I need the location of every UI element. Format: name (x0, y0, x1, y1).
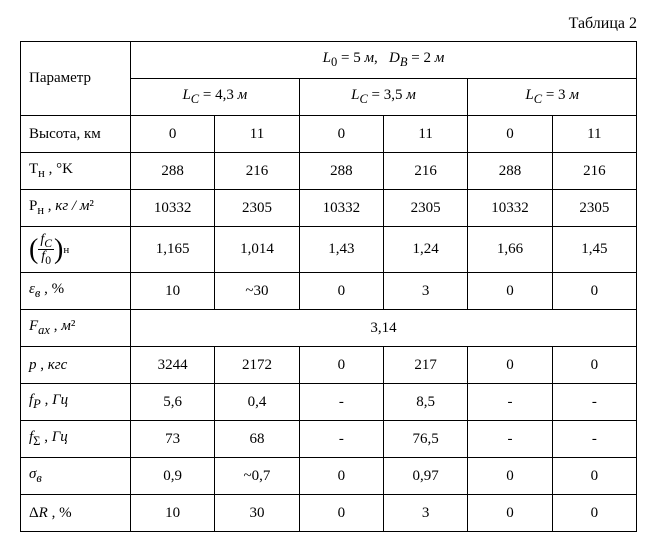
cell: - (552, 421, 636, 458)
cell: 5,6 (131, 384, 215, 421)
cell: 0 (468, 347, 552, 384)
cell-span: 3,14 (131, 310, 637, 347)
row-label: εв , % (21, 273, 131, 310)
cell: 0,97 (383, 458, 467, 495)
cell: 68 (215, 421, 299, 458)
cell: 3 (383, 495, 467, 532)
header-lc2: LC = 3,5 м (299, 79, 468, 116)
cell: - (299, 384, 383, 421)
row-label: Fах , м² (21, 310, 131, 347)
cell: 0 (552, 458, 636, 495)
cell: 216 (383, 153, 467, 190)
cell: 73 (131, 421, 215, 458)
cell: 0 (468, 495, 552, 532)
cell: 1,43 (299, 227, 383, 273)
cell: 288 (299, 153, 383, 190)
cell: 288 (468, 153, 552, 190)
cell: 11 (383, 116, 467, 153)
cell: 1,24 (383, 227, 467, 273)
cell: 11 (552, 116, 636, 153)
cell: 10332 (468, 190, 552, 227)
cell: 3 (383, 273, 467, 310)
row-label: fΣ , Гц (21, 421, 131, 458)
data-table: Параметр L0 = 5 м, DB = 2 м LC = 4,3 м L… (20, 41, 637, 532)
cell: 0 (468, 116, 552, 153)
row-label: Высота, км (21, 116, 131, 153)
cell: 0 (552, 273, 636, 310)
cell: 0 (468, 458, 552, 495)
cell: 10 (131, 495, 215, 532)
row-label: ΔR , % (21, 495, 131, 532)
cell: 1,014 (215, 227, 299, 273)
cell: 1,165 (131, 227, 215, 273)
cell: 216 (552, 153, 636, 190)
row-label: Pн , кг / м² (21, 190, 131, 227)
cell: 11 (215, 116, 299, 153)
cell: 3244 (131, 347, 215, 384)
cell: 1,45 (552, 227, 636, 273)
cell: 0 (299, 495, 383, 532)
cell: - (552, 384, 636, 421)
cell: ~0,7 (215, 458, 299, 495)
row-dr: ΔR , % 10 30 0 3 0 0 (21, 495, 637, 532)
cell: 2305 (383, 190, 467, 227)
cell: 0,4 (215, 384, 299, 421)
cell: 0 (299, 347, 383, 384)
cell: 0 (552, 347, 636, 384)
row-height: Высота, км 0 11 0 11 0 11 (21, 116, 637, 153)
cell: 1,66 (468, 227, 552, 273)
cell: 2172 (215, 347, 299, 384)
cell: 10332 (131, 190, 215, 227)
cell: 288 (131, 153, 215, 190)
cell: 216 (215, 153, 299, 190)
row-p: p , кгс 3244 2172 0 217 0 0 (21, 347, 637, 384)
cell: 30 (215, 495, 299, 532)
cell: ~30 (215, 273, 299, 310)
cell: 10 (131, 273, 215, 310)
cell: 0 (299, 273, 383, 310)
cell: - (299, 421, 383, 458)
row-pn: Pн , кг / м² 10332 2305 10332 2305 10332… (21, 190, 637, 227)
row-label: p , кгс (21, 347, 131, 384)
cell: 0 (299, 116, 383, 153)
header-param: Параметр (21, 42, 131, 116)
row-label: ( fCf0 )н (21, 227, 131, 273)
row-tn: Tн , °K 288 216 288 216 288 216 (21, 153, 637, 190)
row-label: Tн , °K (21, 153, 131, 190)
cell: 76,5 (383, 421, 467, 458)
table-caption: Таблица 2 (20, 15, 637, 33)
cell: - (468, 384, 552, 421)
header-lc3: LC = 3 м (468, 79, 637, 116)
cell: 0 (552, 495, 636, 532)
row-eps: εв , % 10 ~30 0 3 0 0 (21, 273, 637, 310)
row-fp: fP , Гц 5,6 0,4 - 8,5 - - (21, 384, 637, 421)
row-label: fP , Гц (21, 384, 131, 421)
cell: 0,9 (131, 458, 215, 495)
cell: 0 (299, 458, 383, 495)
row-sigma: σв 0,9 ~0,7 0 0,97 0 0 (21, 458, 637, 495)
row-fcf0: ( fCf0 )н 1,165 1,014 1,43 1,24 1,66 1,4… (21, 227, 637, 273)
row-label: σв (21, 458, 131, 495)
cell: 10332 (299, 190, 383, 227)
cell: 0 (131, 116, 215, 153)
header-lc1: LC = 4,3 м (131, 79, 300, 116)
cell: - (468, 421, 552, 458)
cell: 8,5 (383, 384, 467, 421)
row-fsigma: fΣ , Гц 73 68 - 76,5 - - (21, 421, 637, 458)
row-fax: Fах , м² 3,14 (21, 310, 637, 347)
cell: 2305 (552, 190, 636, 227)
header-top: L0 = 5 м, DB = 2 м (131, 42, 637, 79)
cell: 2305 (215, 190, 299, 227)
cell: 217 (383, 347, 467, 384)
cell: 0 (468, 273, 552, 310)
